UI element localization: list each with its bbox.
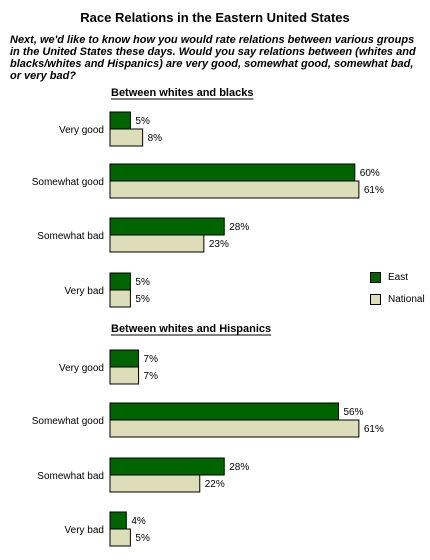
group-1-value-label-national-somewhat-bad: 23% <box>209 239 229 250</box>
group-1-bar-national-very-good <box>109 128 144 147</box>
group-2-value-label-national-somewhat-bad: 22% <box>205 479 225 490</box>
group-2-bar-east-very-bad <box>109 511 127 530</box>
group-1-bar-east-somewhat-bad <box>109 217 225 236</box>
group-1-value-label-east-somewhat-bad: 28% <box>229 222 249 233</box>
legend-label-east: East <box>388 272 409 283</box>
group-1-title: Between whites and blacks <box>111 87 253 99</box>
group-2-value-label-east-somewhat-bad: 28% <box>229 462 249 473</box>
group-1-bar-east-very-good <box>109 111 131 130</box>
group-1-bar-national-somewhat-bad <box>109 234 205 253</box>
group-2-category-label-very-bad: Very bad <box>65 525 104 536</box>
group-1-value-label-east-very-good: 5% <box>135 116 150 127</box>
group-1-value-label-national-very-bad: 5% <box>135 294 150 305</box>
group-2-value-label-east-somewhat-good: 56% <box>343 407 363 418</box>
group-1-category-label-very-bad: Very bad <box>65 286 104 297</box>
group-2-value-label-east-very-bad: 4% <box>131 516 146 527</box>
group-1-value-label-east-very-bad: 5% <box>135 277 150 288</box>
group-2-bar-national-very-bad <box>109 528 131 547</box>
group-2-bar-east-very-good <box>109 349 140 368</box>
legend-label-national: National <box>388 294 425 305</box>
group-2-value-label-east-very-good: 7% <box>144 354 159 365</box>
group-2-category-label-very-good: Very good <box>59 363 104 374</box>
group-2-category-label-somewhat-bad: Somewhat bad <box>37 471 104 482</box>
group-1-category-label-somewhat-good: Somewhat good <box>32 177 104 188</box>
legend-item-national: National <box>370 294 425 305</box>
group-2-category-label-somewhat-good: Somewhat good <box>32 416 104 427</box>
group-2-value-label-national-very-good: 7% <box>144 371 159 382</box>
group-2-bar-national-very-good <box>109 366 140 385</box>
group-1-bar-national-somewhat-good <box>109 180 360 199</box>
group-2-bar-east-somewhat-bad <box>109 457 225 476</box>
group-2-value-label-national-somewhat-good: 61% <box>364 424 384 435</box>
legend-swatch-east <box>370 272 381 283</box>
chart-title: Race Relations in the Eastern United Sta… <box>80 10 350 25</box>
group-1-value-label-national-very-good: 8% <box>148 133 163 144</box>
legend-swatch-national <box>370 294 381 305</box>
legend-item-east: East <box>370 272 408 283</box>
group-1-category-label-very-good: Very good <box>59 125 104 136</box>
group-1-bar-national-very-bad <box>109 289 131 308</box>
group-2-value-label-national-very-bad: 5% <box>135 533 150 544</box>
group-2-bar-national-somewhat-bad <box>109 474 201 493</box>
survey-question: Next, we'd like to know how you would ra… <box>10 34 416 82</box>
group-2-bar-national-somewhat-good <box>109 419 360 438</box>
group-2-bar-east-somewhat-good <box>109 402 339 421</box>
group-1-category-label-somewhat-bad: Somewhat bad <box>37 231 104 242</box>
group-1-bar-east-very-bad <box>109 272 131 291</box>
group-1-value-label-national-somewhat-good: 61% <box>364 185 384 196</box>
group-2-title: Between whites and Hispanics <box>111 323 271 335</box>
group-1-bar-east-somewhat-good <box>109 163 356 182</box>
group-1-value-label-east-somewhat-good: 60% <box>360 168 380 179</box>
